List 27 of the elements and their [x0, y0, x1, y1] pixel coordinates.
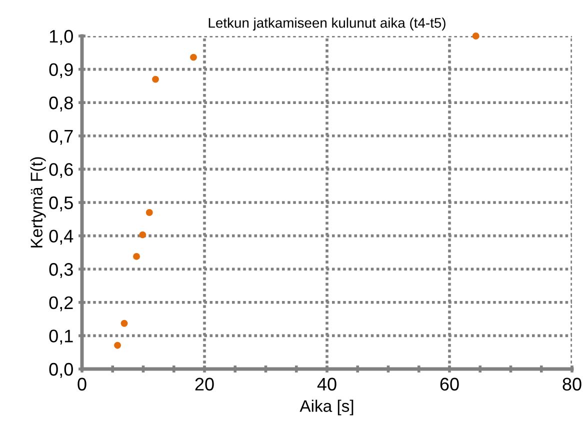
point [114, 342, 121, 349]
y-tick-label: 0,0 [49, 362, 73, 378]
point [120, 320, 128, 327]
x-tick-label: 20 [195, 378, 214, 391]
y-tick-label: 0,6 [49, 163, 73, 178]
x-tick-label: 40 [317, 378, 336, 391]
point [472, 32, 480, 40]
point [146, 209, 153, 216]
y-tick-label: 0,2 [49, 296, 73, 312]
y-tick-label: 0,1 [49, 330, 73, 345]
y-tick-label: 0,9 [49, 63, 73, 78]
x-tick-label: 60 [440, 378, 459, 391]
point [139, 231, 146, 238]
x-tick-label: 80 [562, 378, 582, 391]
y-tick-label: 0,5 [49, 196, 73, 212]
y-tick-label: 0,8 [49, 96, 73, 112]
y-tick-label: 0,3 [49, 263, 73, 278]
y-tick-label: 0,7 [49, 130, 73, 145]
point [190, 54, 197, 61]
y-tick-label: 0,4 [49, 230, 74, 245]
chart-title: Letkun jatkamiseen kulunut aika (t4-t5) [208, 18, 446, 31]
y-axis-title: Kertymä F(t) [30, 157, 46, 248]
point [133, 252, 140, 260]
y-tick-label: 1,0 [50, 30, 73, 45]
x-axis-title: Aika [s] [300, 400, 354, 416]
x-tick-label: 0 [78, 378, 86, 391]
point [152, 76, 159, 83]
